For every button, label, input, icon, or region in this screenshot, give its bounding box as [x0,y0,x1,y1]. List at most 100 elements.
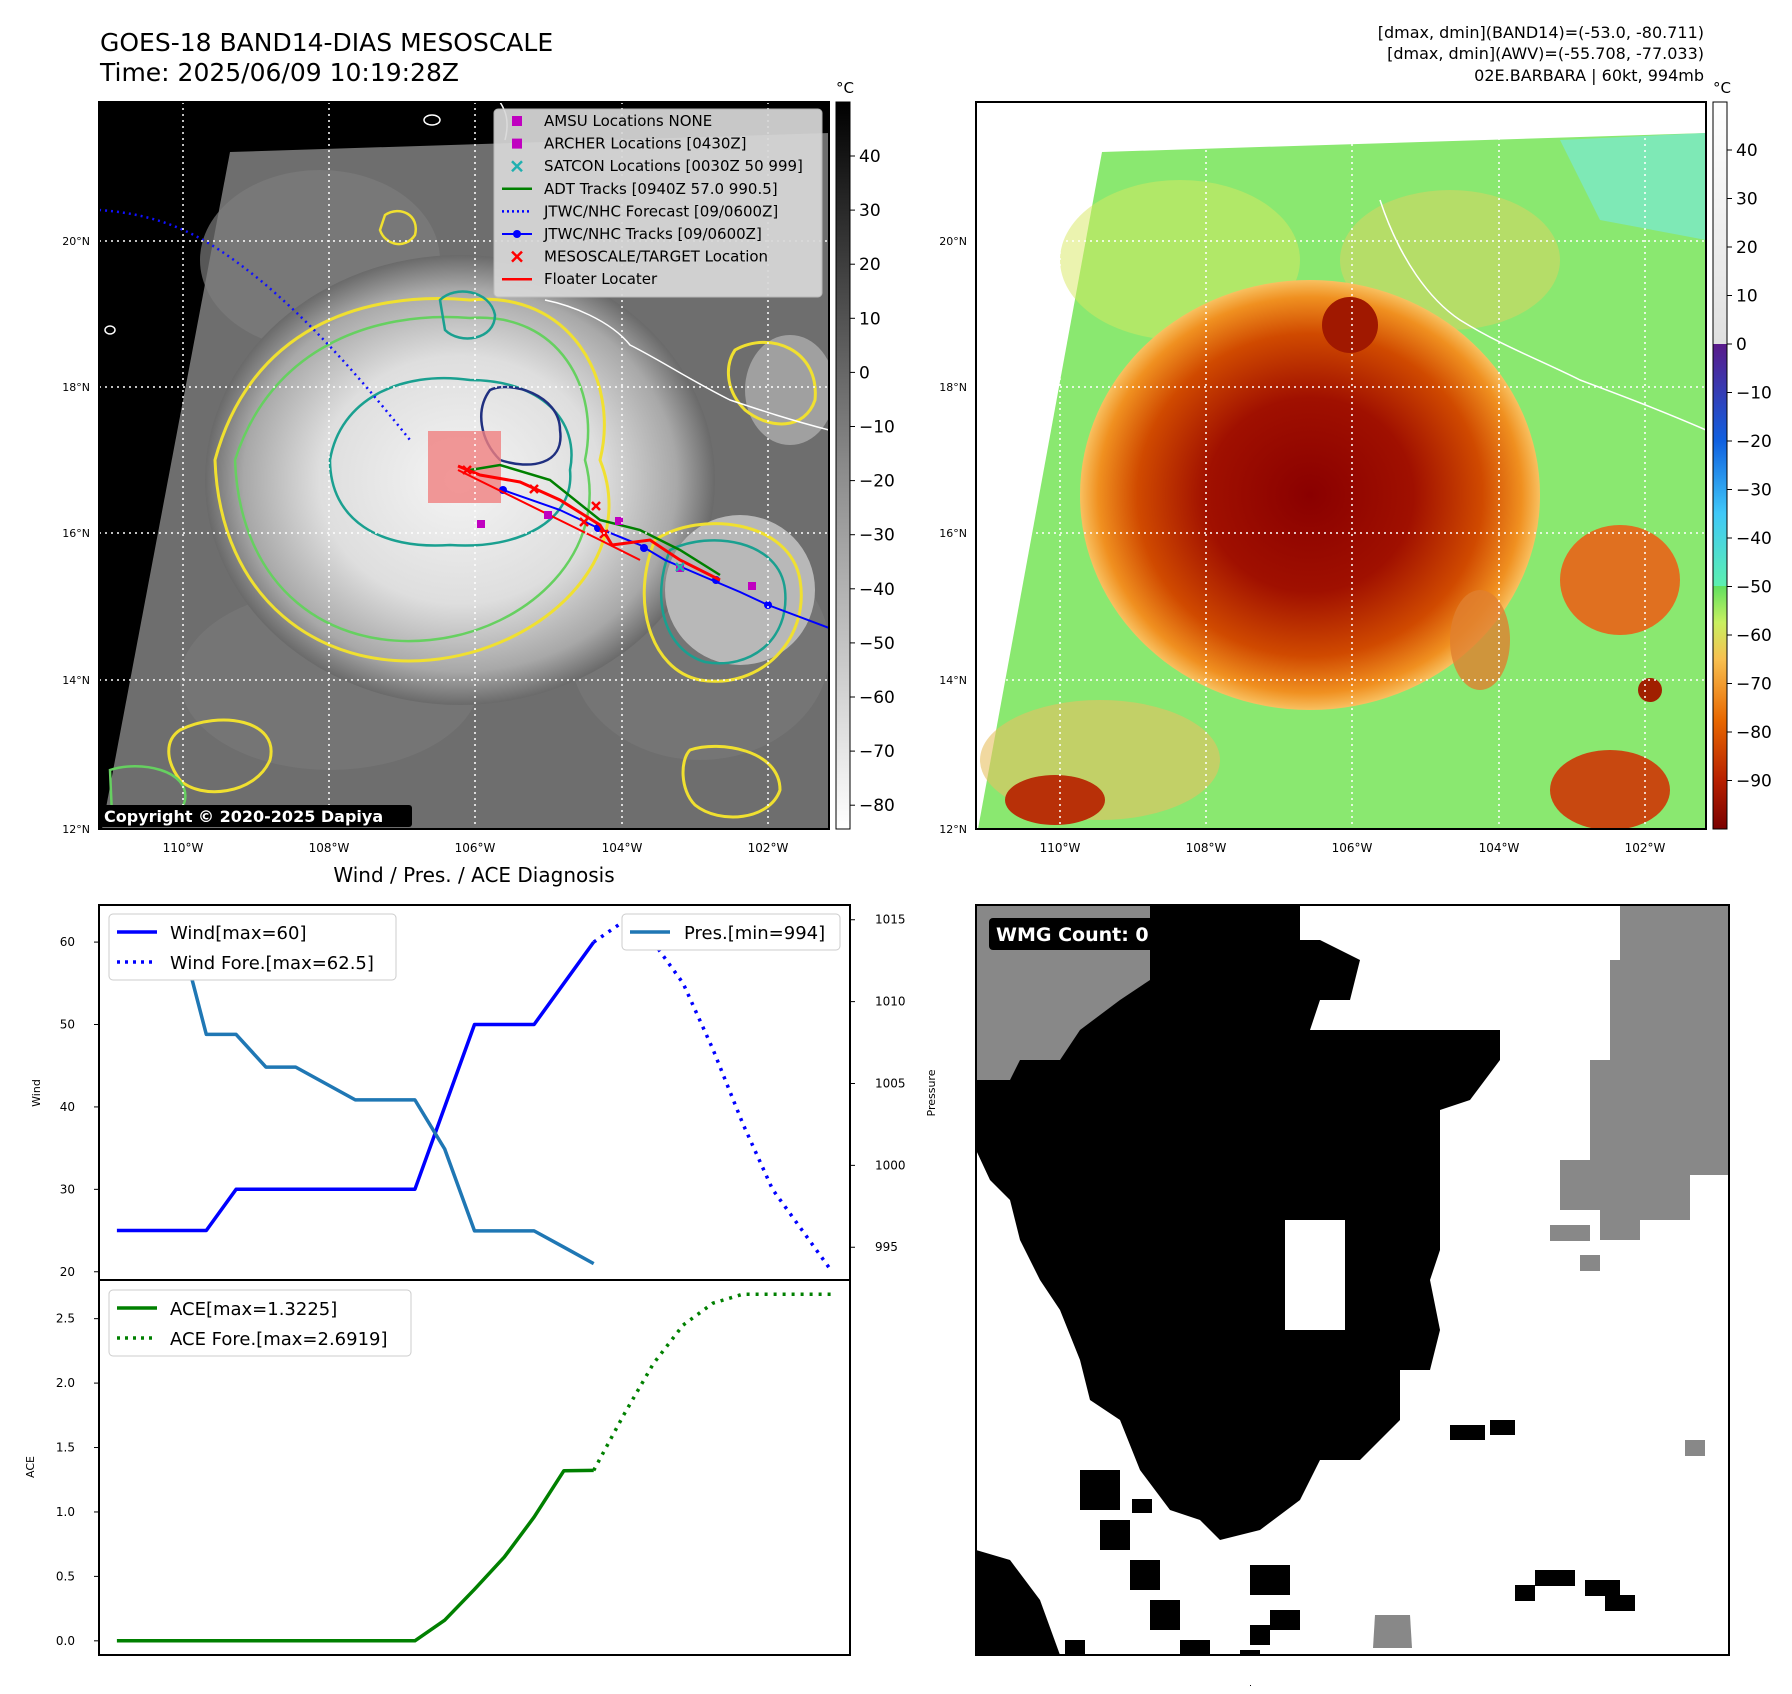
ir-map-panel: AMSU Locations NONE ARCHER Locations [043… [62,79,895,855]
legend-square-marker [512,139,522,149]
colorbar-tick-label: −30 [1736,481,1772,501]
colorbar-tick-label: −20 [1736,432,1772,452]
y-tick-right-label: 1005 [875,1076,906,1090]
colorbar-tick-label: 40 [859,147,881,167]
lat-tick-label: 18°N [62,381,90,394]
awv-colorbar [1713,102,1727,829]
colorbar-tick-label: −90 [1736,772,1772,792]
colorbar-tick-label: 20 [859,255,881,275]
ace-legend: ACE[max=1.3225] ACE Fore.[max=2.6919] [109,1290,411,1356]
lat-tick-label: 14°N [939,674,967,687]
colorbar-tick-label: −30 [859,526,895,546]
colorbar-tick-label: 30 [1736,190,1758,210]
lon-tick-label: 102°W [748,841,789,855]
colorbar-tick-label: −60 [1736,626,1772,646]
y-tick-label: 1.0 [56,1505,75,1519]
lat-tick-label: 16°N [939,527,967,540]
legend-dot-marker [513,230,521,238]
lon-tick-label: 104°W [1479,841,1520,855]
wmg-count-label: WMG Count: 0 [996,924,1149,946]
ir-legend-item: ARCHER Locations [0430Z] [512,135,747,153]
legend-wind: Wind[max=60] [170,923,307,944]
awv-map-panel: °C 403020100−10−20−30−40−50−60−70−80−90 … [939,79,1772,855]
y-tick-label: 20 [60,1265,75,1279]
ace-y-ticks: 0.00.51.01.52.02.5 [56,1312,99,1648]
legend-square-marker [512,116,522,126]
ir-legend-label: MESOSCALE/TARGET Location [544,248,768,266]
ace-axis-label: ACE [24,1456,37,1478]
lat-tick-label: 18°N [939,381,967,394]
pressure-legend: Pres.[min=994] [622,914,840,950]
colorbar-tick-label: −20 [859,472,895,492]
legend-ace: ACE[max=1.3225] [170,1299,337,1320]
figure-time: Time: 2025/06/09 10:19:28Z [99,58,459,87]
lat-tick-label: 16°N [62,527,90,540]
ir-legend-label: AMSU Locations NONE [544,112,712,130]
ir-legend-label: SATCON Locations [0030Z 50 999] [544,157,803,175]
ir-colorbar-unit: °C [836,79,854,97]
colorbar-tick-label: −80 [1736,723,1772,743]
info-storm: 02E.BARBARA | 60kt, 994mb [1474,66,1704,85]
colorbar-tick-label: −60 [859,688,895,708]
colorbar-tick-label: 20 [1736,238,1758,258]
colorbar-tick-label: 10 [1736,287,1758,307]
awv-lat-ticks: 20°N 18°N 16°N 14°N 12°N [939,235,967,836]
wind-axis-label: Wind [30,1079,43,1107]
colorbar-tick-label: 0 [1736,335,1747,355]
lon-tick-label: 106°W [455,841,496,855]
figure-title: GOES-18 BAND14-DIAS MESOSCALE [100,28,553,57]
wind-legend: Wind[max=60] Wind Fore.[max=62.5] [109,914,396,980]
ir-lat-ticks: 20°N18°N16°N14°N12°N [62,235,90,836]
y-tick-label: 1.5 [56,1441,75,1455]
lon-tick-label: 102°W [1625,841,1666,855]
ir-legend-item: JTWC/NHC Forecast [09/0600Z] [502,202,778,220]
lat-tick-label: 20°N [939,235,967,248]
ir-legend-label: Floater Locater [544,270,658,288]
ir-legend-label: ARCHER Locations [0430Z] [544,135,747,153]
jtwc-track-point [640,544,648,552]
y-tick-label: 60 [60,935,75,949]
y-tick-label: 0.5 [56,1569,75,1583]
legend-ace-forecast: ACE Fore.[max=2.6919] [170,1329,388,1350]
y-tick-right-label: 1000 [875,1158,906,1172]
colorbar-tick-label: −10 [1736,384,1772,404]
ir-legend-item: MESOSCALE/TARGET Location [512,248,768,266]
wmg-panel: WMG Count: 0 [976,905,1729,1686]
y-tick-right-label: 1010 [875,995,906,1009]
lon-tick-label: 108°W [1186,841,1227,855]
lat-tick-label: 12°N [939,823,967,836]
colorbar-tick-label: 0 [859,363,870,383]
colorbar-tick-label: −40 [859,580,895,600]
y-tick-label: 2.0 [56,1376,75,1390]
ir-legend-item: ADT Tracks [0940Z 57.0 990.5] [502,180,778,198]
lat-tick-label: 12°N [62,823,90,836]
lon-tick-label: 106°W [1332,841,1373,855]
diagnosis-title: Wind / Pres. / ACE Diagnosis [333,863,614,887]
lon-tick-label: 104°W [602,841,643,855]
copyright-text: Copyright © 2020-2025 Dapiya [104,807,383,826]
pressure-axis-label: Pressure [925,1069,938,1116]
lat-tick-label: 14°N [62,674,90,687]
colorbar-tick-label: 30 [859,201,881,221]
y-tick-right-label: 1015 [875,913,906,927]
colorbar-tick-label: −70 [1736,675,1772,695]
colorbar-tick-label: −70 [859,742,895,762]
colorbar-tick-label: −50 [859,634,895,654]
colorbar-tick-label: 10 [859,309,881,329]
ir-legend-label: JTWC/NHC Forecast [09/0600Z] [543,202,778,220]
ir-colorbar [836,102,850,829]
lon-tick-label: 108°W [309,841,350,855]
y-tick-label: 0.0 [56,1634,75,1648]
ir-legend: AMSU Locations NONE ARCHER Locations [043… [494,109,822,297]
ir-legend-item: SATCON Locations [0030Z 50 999] [512,157,803,175]
colorbar-tick-label: −10 [859,418,895,438]
colorbar-tick-label: −50 [1736,578,1772,598]
